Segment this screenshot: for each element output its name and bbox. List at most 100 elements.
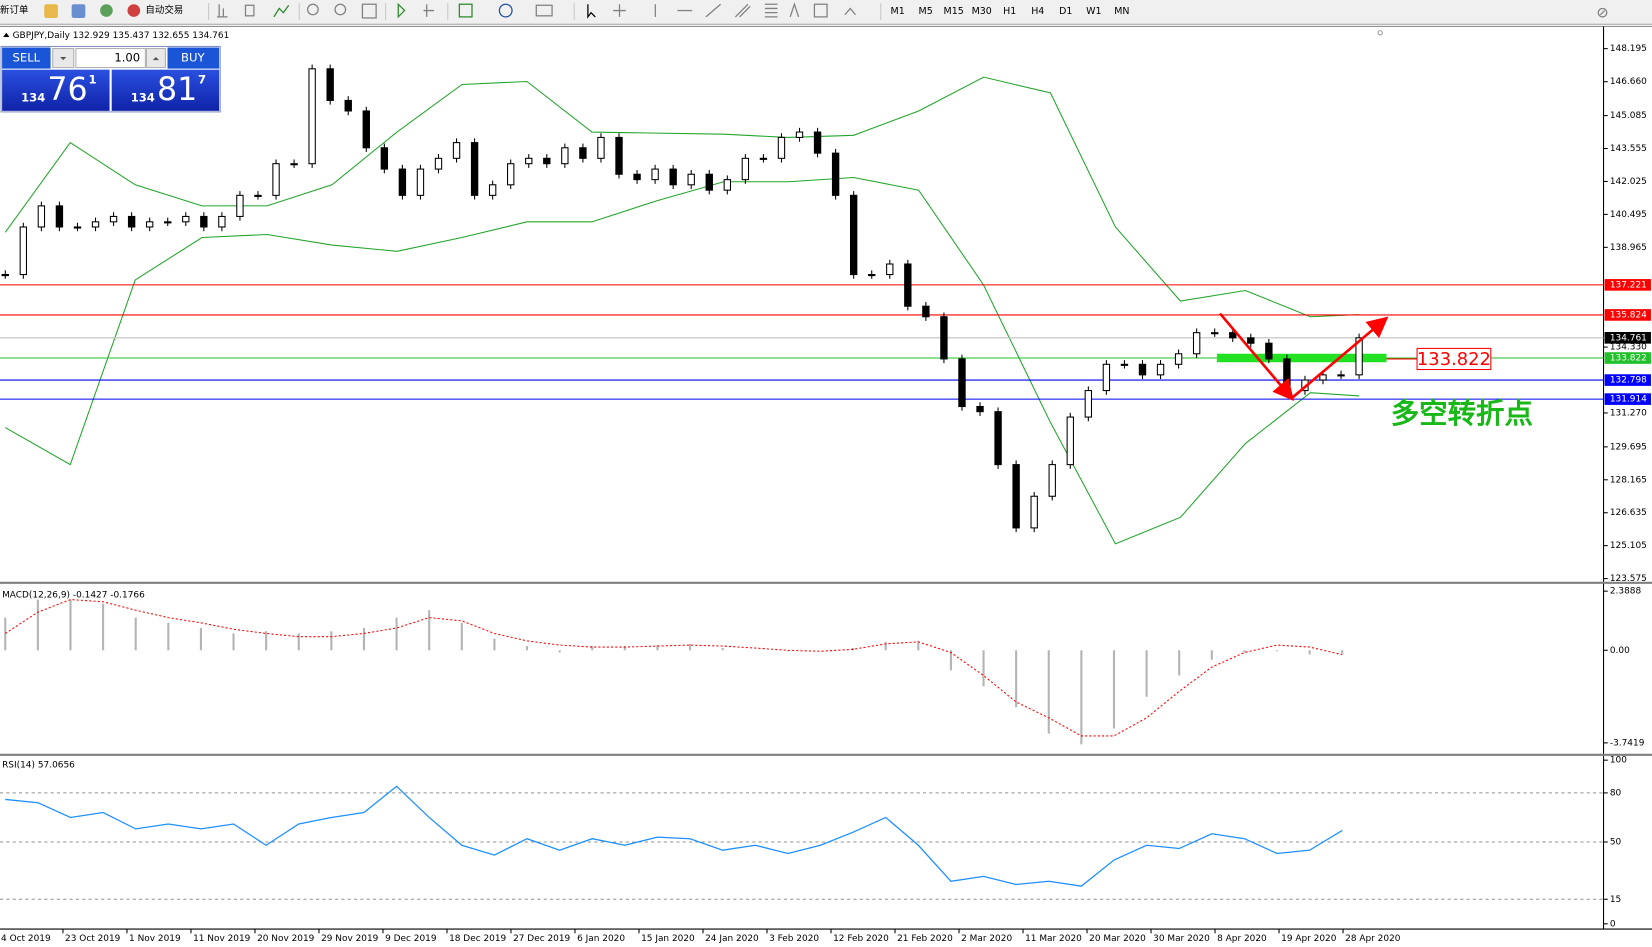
timeframe-button[interactable]: D1	[1059, 6, 1072, 17]
candle-body	[651, 168, 659, 181]
icon[interactable]	[273, 4, 290, 18]
y-tick-label: 15	[1610, 895, 1621, 905]
search-icon[interactable]	[1597, 7, 1608, 18]
candle-body	[1120, 363, 1129, 366]
y-tick-label: 123.575	[1610, 574, 1647, 584]
timeframe-button[interactable]: W1	[1086, 6, 1101, 17]
buy-price-point[interactable]: 7	[198, 73, 206, 87]
timeframe-button[interactable]: H4	[1031, 6, 1044, 17]
auto-trading-icon[interactable]	[127, 4, 141, 17]
candle-body	[922, 305, 930, 318]
candle-body	[326, 68, 334, 101]
candle-body	[127, 215, 136, 228]
icon[interactable]	[458, 3, 473, 18]
icon[interactable]	[244, 4, 255, 17]
candle-body	[218, 215, 226, 228]
level-label-bg	[1604, 374, 1651, 386]
icon[interactable]	[423, 4, 435, 17]
candle-body	[561, 147, 569, 165]
icon[interactable]	[217, 4, 228, 18]
y-tick-label: 125.105	[1610, 541, 1647, 551]
y-tick-label: 128.165	[1610, 475, 1647, 485]
level-label-bg	[1604, 309, 1651, 321]
candle-body	[254, 194, 262, 197]
lot-value[interactable]: 1.00	[114, 51, 140, 65]
candle-body	[19, 226, 28, 276]
icon[interactable]	[44, 4, 58, 18]
y-tick-label: 140.495	[1610, 210, 1647, 220]
y-tick-label: 134.330	[1610, 343, 1647, 353]
y-tick-label: 0.00	[1610, 646, 1630, 656]
buy-button[interactable]	[167, 47, 220, 69]
candle-body	[669, 168, 677, 186]
timeframe-button[interactable]: M30	[972, 6, 992, 17]
macd-signal-line	[4, 599, 1343, 737]
buy-price-pips[interactable]: 81	[157, 72, 197, 108]
candle-body	[904, 263, 912, 307]
buy-label[interactable]: BUY	[181, 51, 205, 65]
one-click-trading-panel: SELL 1.00 BUY 134 76 1 134 81 7	[0, 45, 221, 113]
icon[interactable]	[734, 3, 751, 18]
x-tick-label: 20 Nov 2019	[257, 934, 315, 944]
x-tick-label: 8 Apr 2020	[1217, 934, 1267, 944]
sell-price-point[interactable]: 1	[89, 73, 97, 87]
sell-price-pips[interactable]: 76	[47, 72, 87, 108]
timeframe-button[interactable]: H1	[1003, 6, 1016, 17]
candle-body	[55, 205, 64, 228]
candle-body	[236, 194, 244, 217]
toolbar-icons	[217, 2, 1608, 19]
icon[interactable]	[71, 4, 86, 18]
y-tick-label: 142.025	[1610, 177, 1647, 187]
icon[interactable]	[587, 4, 596, 19]
candle-body	[1012, 464, 1020, 529]
price-chart: 148.195 146.660 145.085 143.555 142.025 140.4…	[0, 44, 1651, 584]
sell-price-box[interactable]	[2, 69, 110, 111]
candle-body	[994, 411, 1002, 466]
candle-body	[940, 316, 948, 360]
icon[interactable]	[397, 2, 406, 19]
candle-body	[1192, 332, 1201, 355]
candle-body	[958, 358, 966, 408]
candle-body	[1265, 342, 1273, 360]
candle-body	[813, 131, 822, 154]
buy-price-big[interactable]: 134	[131, 91, 155, 105]
level-label: 131.914	[1610, 395, 1647, 405]
new-order-button[interactable]: 新订单	[0, 4, 28, 16]
icon[interactable]	[498, 3, 513, 18]
bollinger-lower	[5, 176, 1360, 545]
candle-body	[705, 173, 713, 191]
time-axis: 4 Oct 2019 23 Oct 2019 1 Nov 2019 11 Nov 20…	[1, 929, 1401, 944]
candle-body	[525, 157, 533, 165]
auto-trading-button[interactable]: 自动交易	[145, 4, 183, 16]
timeframe-button[interactable]: M5	[919, 6, 933, 17]
collapse-marker[interactable]	[3, 32, 10, 37]
icon[interactable]	[307, 3, 319, 16]
buy-price-box[interactable]	[111, 69, 220, 111]
icon[interactable]	[334, 3, 347, 16]
sell-label[interactable]: SELL	[13, 51, 41, 65]
candle-body	[741, 157, 750, 181]
y-tick-label: 146.660	[1610, 77, 1647, 87]
level-label: 137.221	[1610, 280, 1647, 290]
icon[interactable]	[789, 2, 800, 18]
lot-input[interactable]	[75, 48, 146, 69]
timeframe-button[interactable]: MN	[1114, 6, 1129, 17]
icon[interactable]	[705, 3, 722, 18]
icon[interactable]	[613, 4, 626, 17]
icon[interactable]	[100, 4, 113, 17]
candle-body	[145, 221, 154, 228]
timeframe-button[interactable]: M1	[891, 6, 905, 17]
icon[interactable]	[535, 4, 553, 17]
y-tick-label: 143.555	[1610, 144, 1647, 154]
sell-button[interactable]	[2, 47, 51, 69]
icon[interactable]	[361, 3, 377, 19]
y-tick-label: 138.965	[1610, 243, 1647, 253]
candle-body	[1211, 332, 1219, 335]
icon[interactable]	[764, 3, 778, 18]
candle-body	[362, 110, 370, 149]
sell-price-big[interactable]: 134	[21, 91, 45, 105]
x-tick-label: 6 Jan 2020	[577, 934, 625, 944]
timeframe-button[interactable]: M15	[944, 6, 964, 17]
icon[interactable]	[844, 7, 856, 16]
icon[interactable]	[813, 3, 828, 18]
